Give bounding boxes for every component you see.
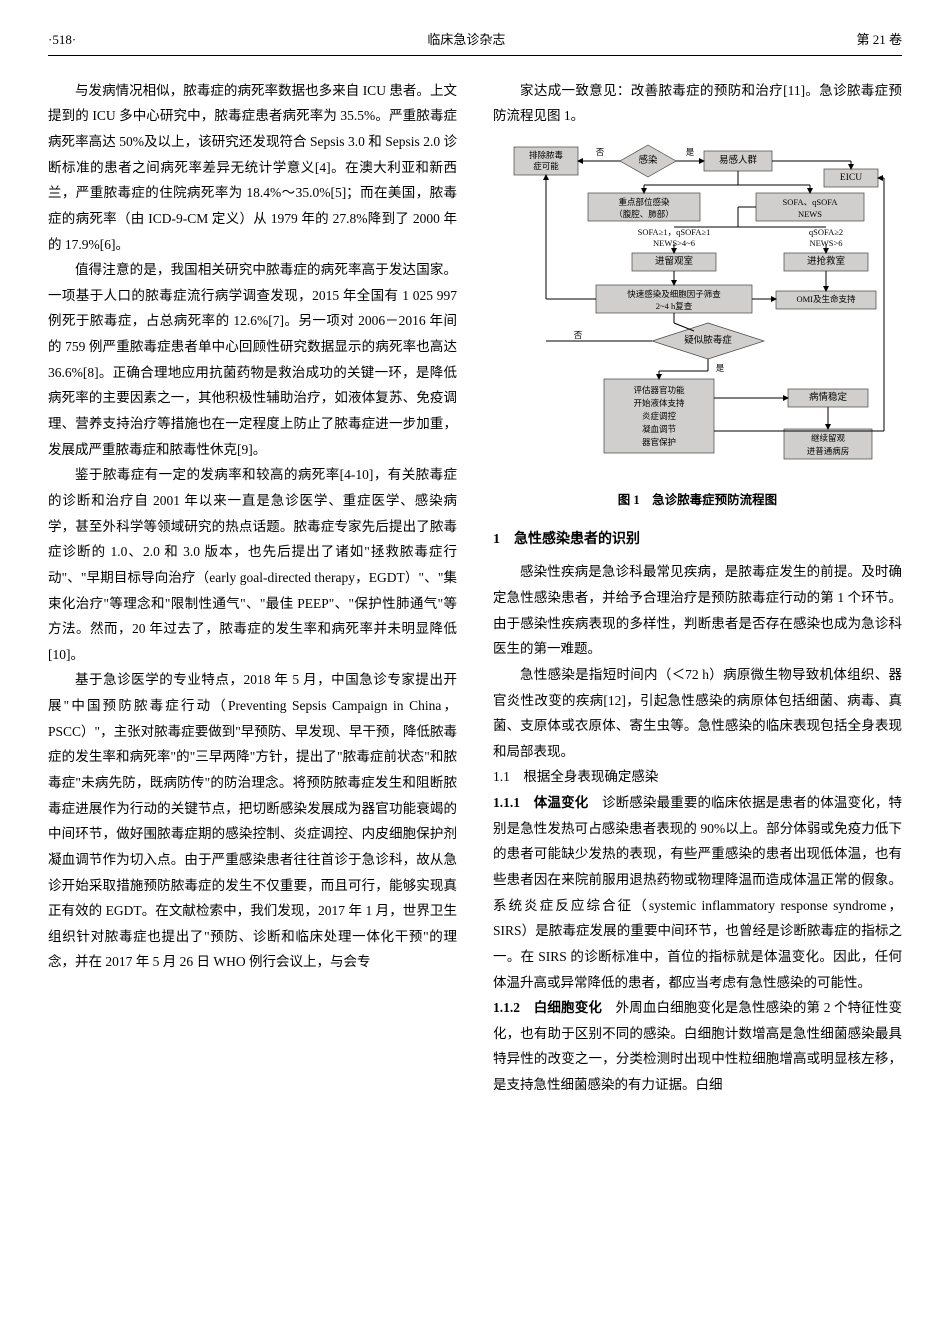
heading-1-1-1: 1.1.1 体温变化 <box>493 795 588 810</box>
fc-n14e: 器官保护 <box>641 437 675 447</box>
fc-n10: 进抢救室 <box>806 255 844 267</box>
para-1-1-1: 1.1.1 体温变化 诊断感染最重要的临床依据是患者的体温变化，特别是急性发热可… <box>493 790 902 995</box>
fc-n13: 疑似脓毒症 <box>684 334 732 346</box>
para-l1: 与发病情况相似，脓毒症的病死率数据也多来自 ICU 患者。上文提到的 ICU 多… <box>48 78 457 257</box>
fc-yes1: 是 <box>685 147 694 157</box>
fc-no1: 否 <box>595 147 604 157</box>
fc-no2: 否 <box>573 330 582 340</box>
para-l3: 鉴于脓毒症有一定的发病率和较高的病死率[4-10]，有关脓毒症的诊断和治疗自 2… <box>48 462 457 667</box>
fc-n15: 病情稳定 <box>808 391 847 403</box>
fc-n7a: SOFA≥1，qSOFA≥1 <box>637 227 710 237</box>
fc-n9: 进留观室 <box>654 255 692 267</box>
page-header: ·518· 临床急诊杂志 第 21 卷 <box>48 28 902 56</box>
fc-n14c: 炎症调控 <box>641 411 676 421</box>
right-column: 家达成一致意见：改善脓毒症的预防和治疗[11]。急诊脓毒症预防流程见图 1。 排… <box>493 78 902 1098</box>
fc-n3: 易感人群 <box>718 154 757 166</box>
fc-n1b: 症可能 <box>533 161 559 171</box>
fc-yes2: 是 <box>715 363 724 373</box>
fc-n16a: 继续留观 <box>810 433 845 443</box>
heading-1-1: 1.1 根据全身表现确定感染 <box>493 764 902 790</box>
fc-n6a: SOFA、qSOFA <box>782 197 838 207</box>
heading-1: 1 急性感染患者的识别 <box>493 527 902 554</box>
fc-n5a: 重点部位感染 <box>618 197 670 207</box>
left-column: 与发病情况相似，脓毒症的病死率数据也多来自 ICU 患者。上文提到的 ICU 多… <box>48 78 457 1098</box>
fc-n8a: qSOFA≥2 <box>808 227 842 237</box>
para-r2: 急性感染是指短时间内（＜72 h）病原微生物导致机体组织、器官炎性改变的疾病[1… <box>493 662 902 765</box>
flowchart-svg: 排除脓毒 症可能 感染 易感人群 EICU 否 是 重点部位感染 （腹腔、肺部） <box>508 141 888 481</box>
fc-n14d: 凝血调节 <box>641 424 676 434</box>
para-r1: 感染性疾病是急诊科最常见疾病，是脓毒症发生的前提。及时确定急性感染患者，并给予合… <box>493 559 902 662</box>
para-l2: 值得注意的是，我国相关研究中脓毒症的病死率高于发达国家。一项基于人口的脓毒症流行… <box>48 257 457 462</box>
two-column-body: 与发病情况相似，脓毒症的病死率数据也多来自 ICU 患者。上文提到的 ICU 多… <box>48 78 902 1098</box>
para-l4: 基于急诊医学的专业特点，2018 年 5 月，中国急诊专家提出开展"中国预防脓毒… <box>48 667 457 975</box>
figure-1-flowchart: 排除脓毒 症可能 感染 易感人群 EICU 否 是 重点部位感染 （腹腔、肺部） <box>493 141 902 481</box>
fc-n5b: （腹腔、肺部） <box>614 209 674 219</box>
journal-title: 临床急诊杂志 <box>427 28 505 53</box>
fc-n16b: 进普通病房 <box>806 446 849 456</box>
volume: 第 21 卷 <box>856 28 902 53</box>
fc-n1a: 排除脓毒 <box>528 150 563 160</box>
fc-n12: OMI及生命支持 <box>796 294 856 304</box>
fc-n11b: 2~4 h复查 <box>655 301 692 311</box>
fc-n14a: 评估器官功能 <box>633 385 685 395</box>
para-1-1-2: 1.1.2 白细胞变化 外周血白细胞变化是急性感染的第 2 个特征性变化，也有助… <box>493 995 902 1098</box>
fc-n4: EICU <box>839 173 861 183</box>
figure-1-caption: 图 1 急诊脓毒症预防流程图 <box>493 489 902 513</box>
para-r0: 家达成一致意见：改善脓毒症的预防和治疗[11]。急诊脓毒症预防流程见图 1。 <box>493 78 902 129</box>
fc-n6b: NEWS <box>797 209 821 219</box>
heading-1-1-2: 1.1.2 白细胞变化 <box>493 1000 602 1015</box>
fc-n11a: 快速感染及细胞因子筛查 <box>627 289 721 299</box>
page-number: ·518· <box>48 28 76 53</box>
fc-n14b: 开始液体支持 <box>633 398 685 408</box>
fc-n2: 感染 <box>638 154 658 166</box>
text-1-1-1: 诊断感染最重要的临床依据是患者的体温变化，特别是急性发热可占感染患者表现的 90… <box>493 795 902 989</box>
